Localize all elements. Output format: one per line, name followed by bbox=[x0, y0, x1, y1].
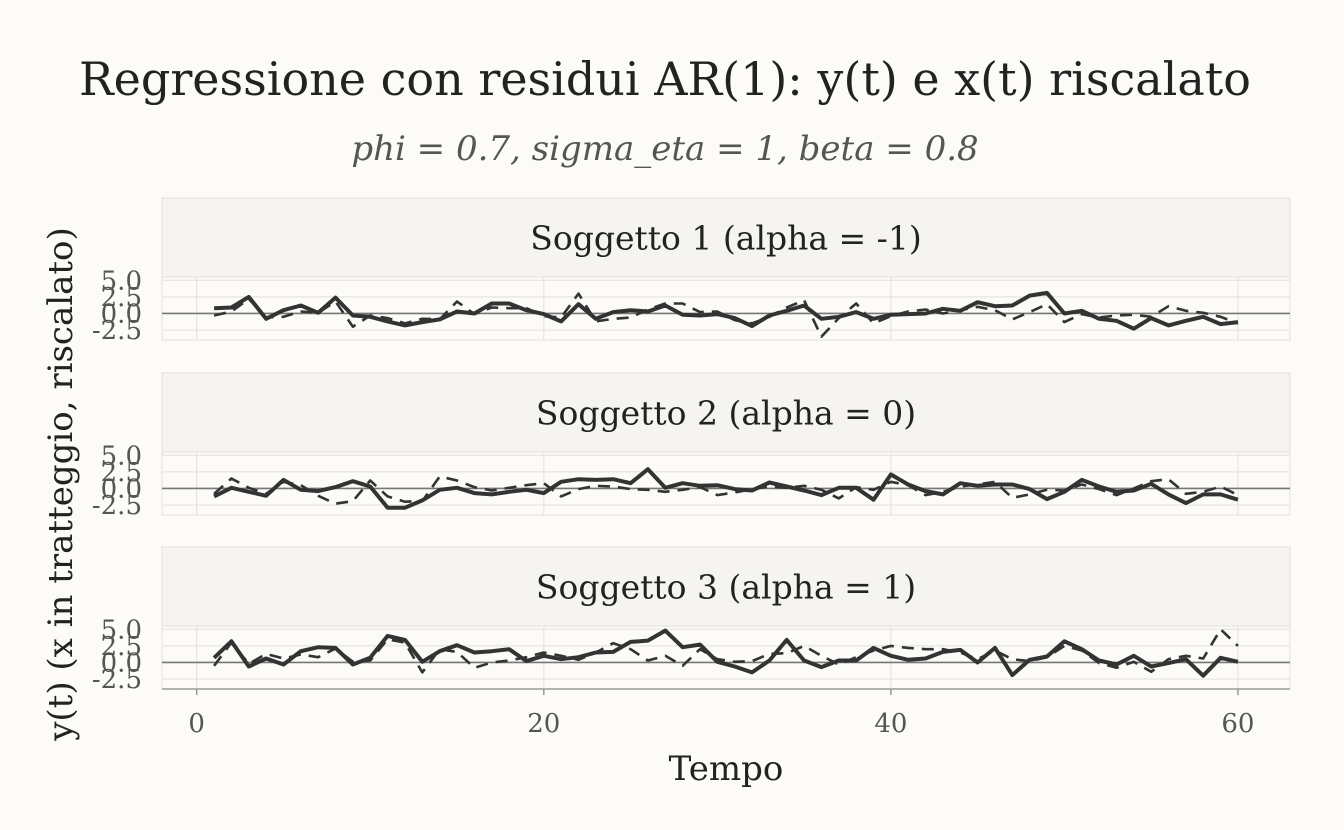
x-series-line bbox=[213, 627, 1239, 674]
y-series-line bbox=[212, 628, 1239, 678]
facet-strip bbox=[161, 197, 1291, 278]
facet-panels: Soggetto 1 (alpha = -1)-2.50.02.55.0Sogg… bbox=[92, 197, 1291, 695]
y-tick-label: 0.0 bbox=[101, 648, 142, 678]
facet-panel-1: Soggetto 1 (alpha = -1) -2.50.02.55.0 bbox=[92, 197, 1291, 346]
y-series-line bbox=[214, 290, 1239, 331]
x-tick-label: 40 bbox=[874, 709, 907, 739]
y-series-line bbox=[213, 467, 1239, 510]
x-series-line bbox=[213, 292, 1239, 339]
y-tick-label: 2.5 bbox=[101, 632, 142, 662]
y-tick-label: -2.5 bbox=[92, 491, 142, 521]
y-tick-label: 0.0 bbox=[101, 299, 142, 329]
y-tick-label: 0.0 bbox=[101, 474, 142, 504]
y-tick-label: -2.5 bbox=[92, 665, 142, 695]
x-axis-title: Tempo bbox=[669, 749, 784, 789]
facet-strip-label: Soggetto 3 (alpha = 1) bbox=[536, 568, 916, 607]
y-tick-label: 5.0 bbox=[101, 266, 142, 296]
facet-strip bbox=[161, 546, 1291, 627]
x-tick-label: 20 bbox=[527, 709, 560, 739]
facet-strip bbox=[161, 372, 1291, 453]
x-tick-label: 60 bbox=[1221, 709, 1254, 739]
y-tick-label: 5.0 bbox=[101, 441, 142, 471]
facet-panel-2: Soggetto 2 (alpha = 0) -2.50.02.55.0 bbox=[92, 372, 1291, 521]
y-tick-label: 5.0 bbox=[101, 615, 142, 645]
chart-title: Regressione con residui AR(1): y(t) e x(… bbox=[79, 52, 1251, 106]
x-tick-label: 0 bbox=[188, 709, 205, 739]
y-tick-label: 2.5 bbox=[101, 458, 142, 488]
facet-strip-label: Soggetto 2 (alpha = 0) bbox=[536, 394, 916, 433]
y-tick-label: 2.5 bbox=[101, 283, 142, 313]
facet-panel-3: Soggetto 3 (alpha = 1) -2.50.02.55.0 bbox=[92, 546, 1291, 695]
x-axis: 0 20 40 60 bbox=[162, 688, 1290, 739]
facet-strip-label: Soggetto 1 (alpha = -1) bbox=[530, 219, 921, 258]
y-axis-title: y(t) (x in tratteggio, riscalato) bbox=[41, 227, 81, 742]
y-tick-label: -2.5 bbox=[92, 316, 142, 346]
x-series-line bbox=[213, 475, 1239, 506]
chart-subtitle: phi = 0.7, sigma_eta = 1, beta = 0.8 bbox=[351, 129, 978, 169]
